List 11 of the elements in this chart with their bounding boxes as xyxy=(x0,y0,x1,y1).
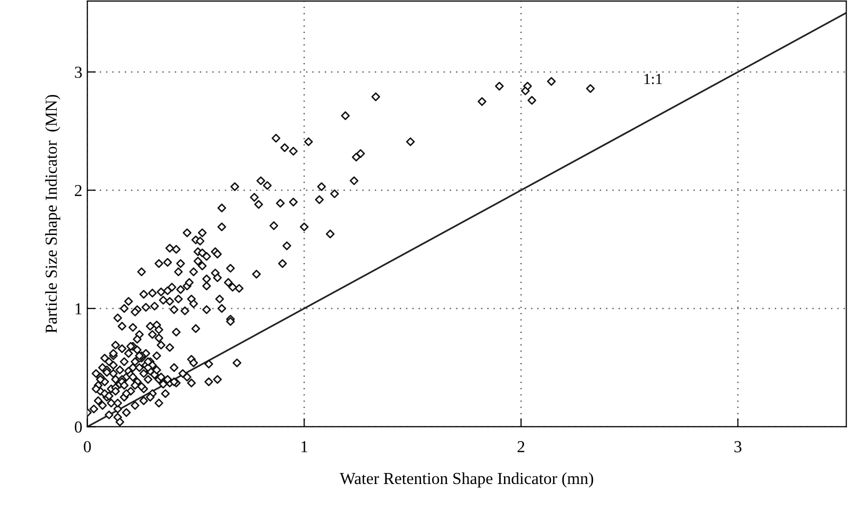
y-tick-label: 1 xyxy=(76,303,82,314)
x-tick-label: 0 xyxy=(84,441,91,452)
x-tick-label: 2 xyxy=(518,441,524,452)
series-label: 1:1 xyxy=(644,74,662,84)
y-axis-title: Particle Size Shape Indicator (MN) xyxy=(45,94,60,334)
x-axis-title: Water Retention Shape Indicator (mn) xyxy=(340,472,594,488)
y-tick-label: 3 xyxy=(74,66,82,78)
y-tick-label: 0 xyxy=(74,421,82,433)
y-tick-label: 2 xyxy=(74,184,82,196)
x-tick-label: 3 xyxy=(734,441,742,452)
x-tick-label: 1 xyxy=(301,441,308,452)
